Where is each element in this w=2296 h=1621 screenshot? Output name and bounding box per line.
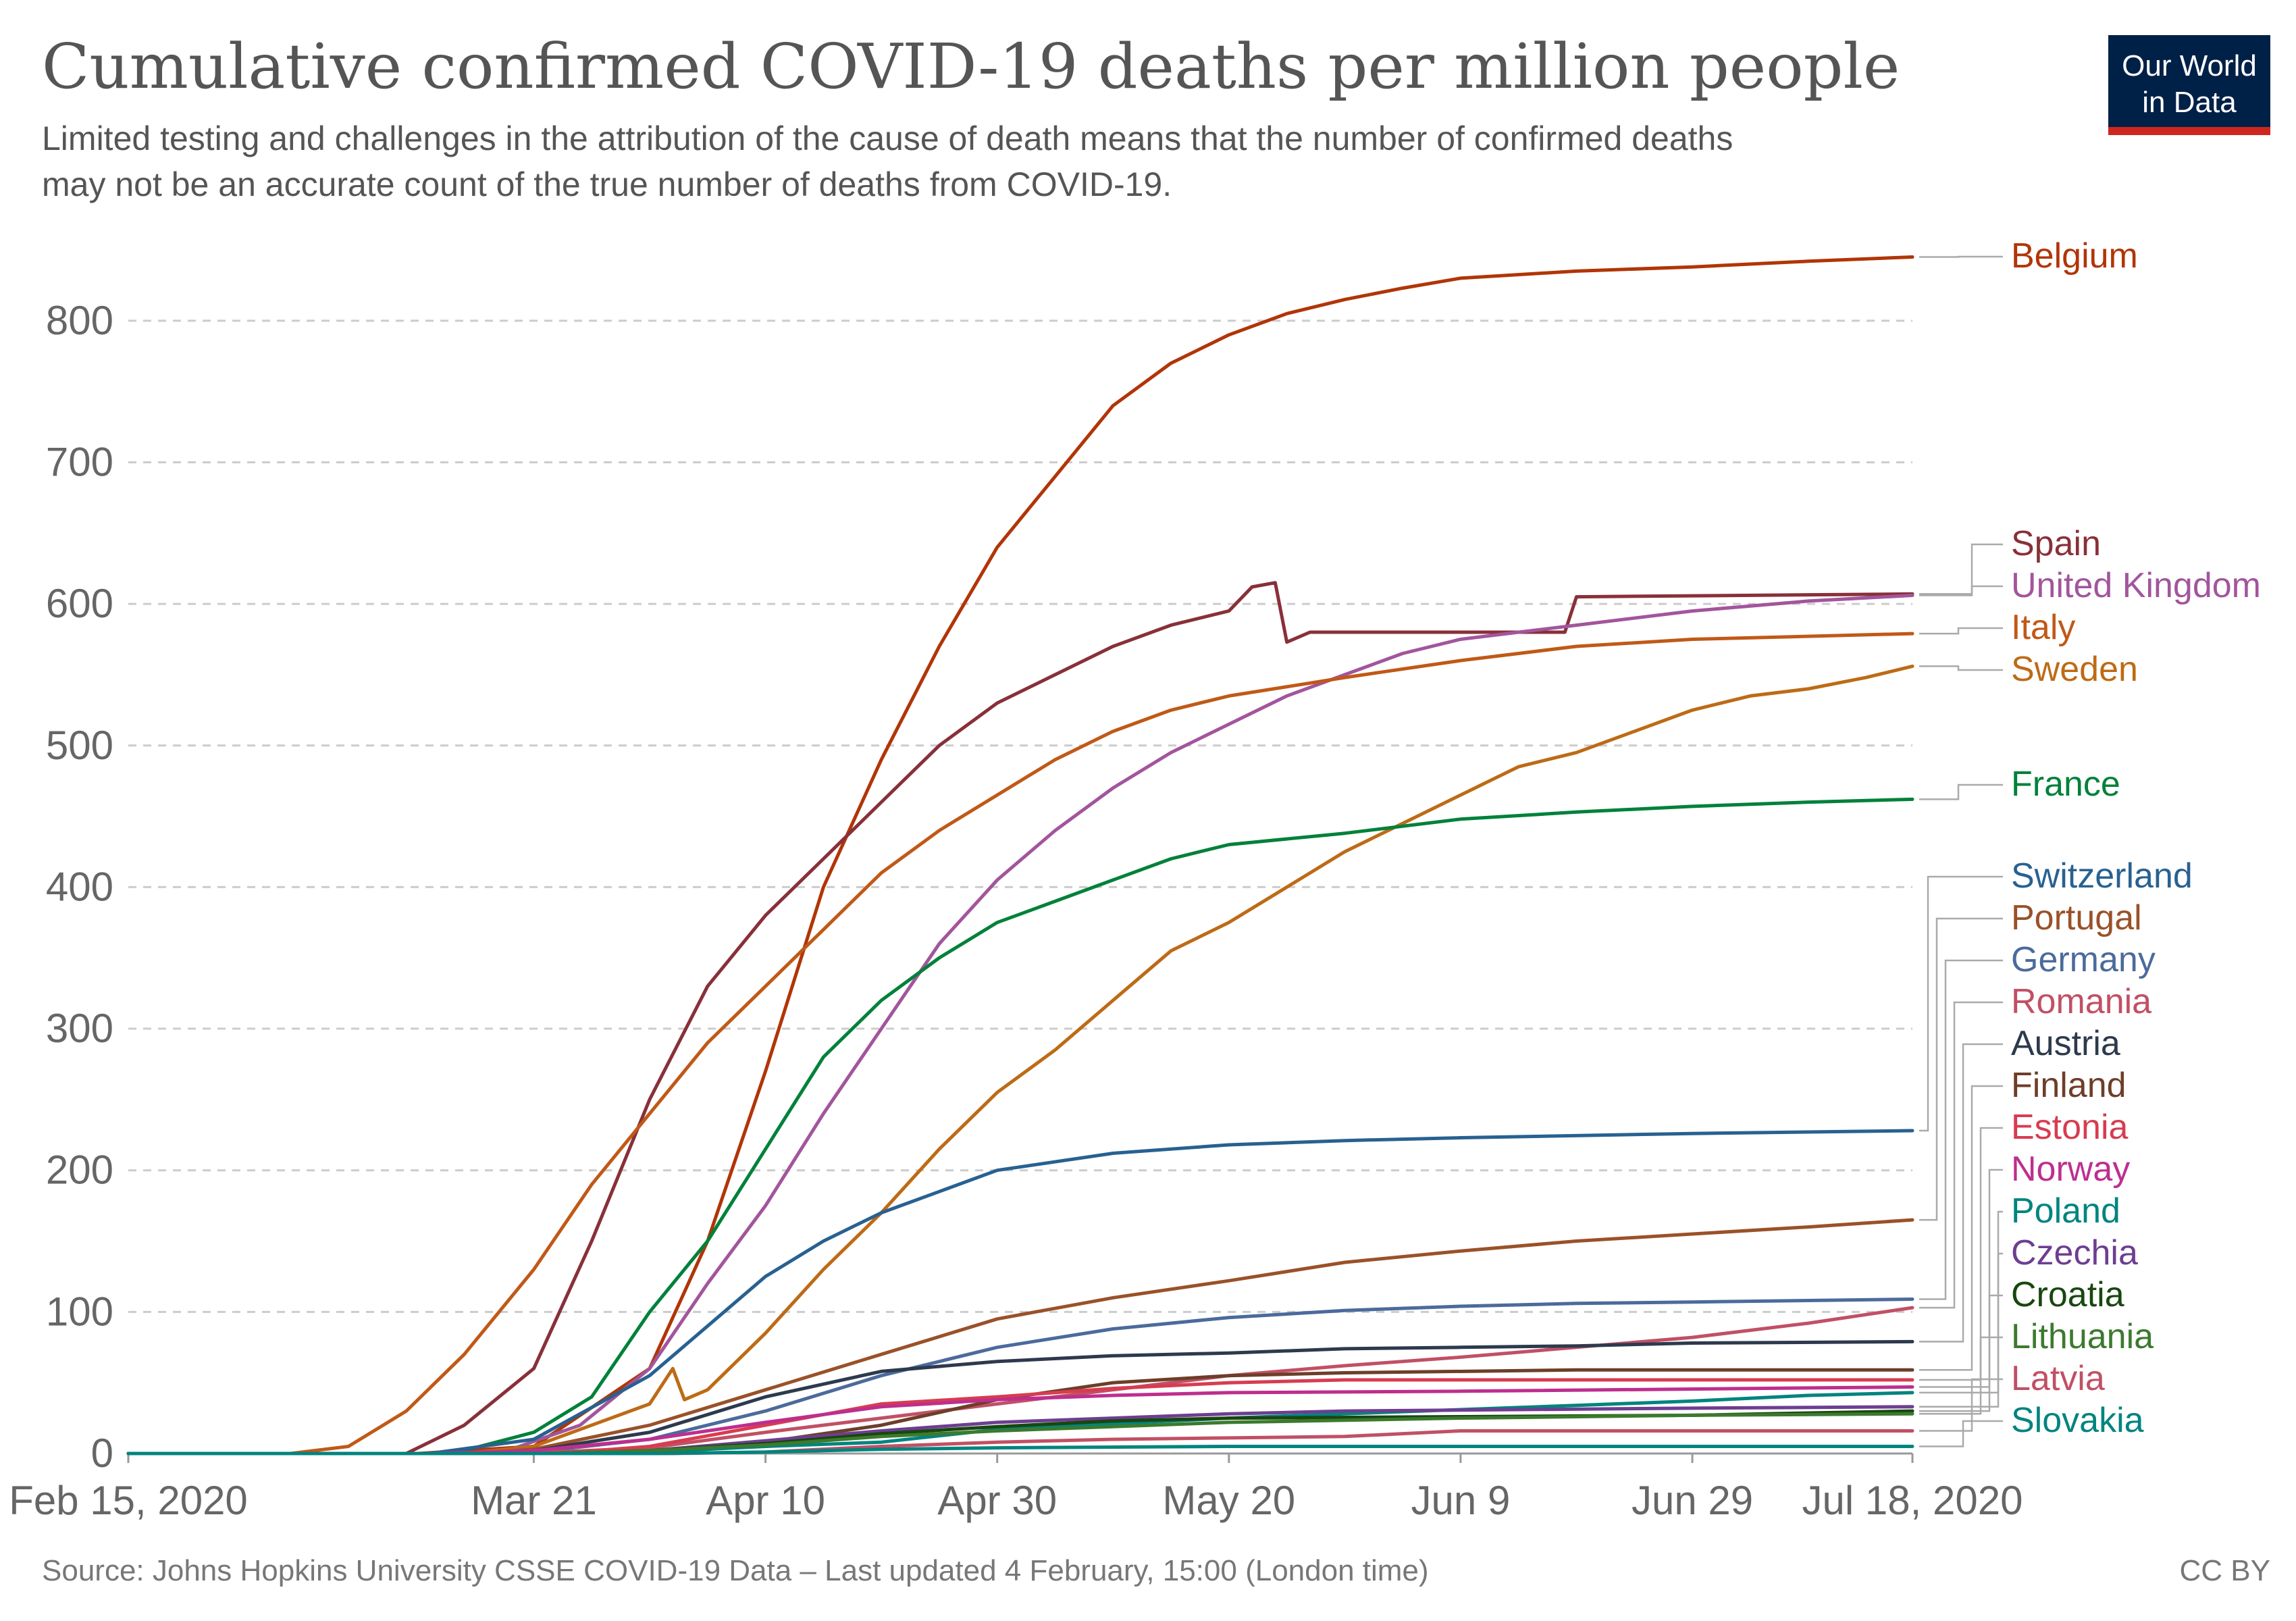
legend-label-romania: Romania <box>2011 982 2151 1021</box>
series-line-estonia <box>126 1378 1914 1456</box>
legend-connector <box>1919 1294 2003 1412</box>
legend-connector <box>1919 1420 2003 1447</box>
legend-label-spain: Spain <box>2011 524 2101 563</box>
logo-background <box>2108 35 2270 127</box>
x-tick-label: Mar 21 <box>471 1478 597 1523</box>
series-line-latvia <box>126 1429 1914 1456</box>
chart-subtitle-line2: may not be an accurate count of the true… <box>42 165 1172 203</box>
legend-label-czechia: Czechia <box>2011 1233 2138 1272</box>
legend-connector <box>1919 1336 2003 1415</box>
x-tick-label: Feb 15, 2020 <box>9 1478 248 1523</box>
legend-connector <box>1919 1127 2003 1381</box>
series-line-romania <box>126 1306 1914 1456</box>
legend-label-estonia: Estonia <box>2011 1108 2129 1147</box>
x-axis-ticks: Feb 15, 2020 Mar 21 Apr 10 Apr 30 May 20 Jun … <box>9 1453 2023 1523</box>
y-tick-label: 800 <box>46 298 113 343</box>
y-tick-label: 400 <box>46 864 113 909</box>
legend-connector <box>1919 1252 2003 1408</box>
legend-label-portugal: Portugal <box>2011 898 2142 937</box>
y-tick-label: 700 <box>46 439 113 484</box>
legend-connector <box>1919 1378 2003 1432</box>
legend-connector <box>1919 1168 2003 1388</box>
chart-subtitle-line1: Limited testing and challenges in the at… <box>42 120 1733 157</box>
logo-line1: Our World <box>2122 49 2257 82</box>
logo-accent-bar <box>2108 127 2270 135</box>
y-tick-label: 200 <box>46 1148 113 1193</box>
legend-label-slovakia: Slovakia <box>2011 1401 2144 1440</box>
x-tick-label: Apr 10 <box>706 1478 825 1523</box>
license-link[interactable]: CC BY <box>2180 1554 2270 1587</box>
legend-label-italy: Italy <box>2011 608 2075 647</box>
legend-connector <box>1919 585 2003 596</box>
legend-connector <box>1919 1043 2003 1343</box>
legend-connector <box>1919 917 2003 1221</box>
logo-line2: in Data <box>2142 86 2237 119</box>
y-axis-ticks: 0 100 200 300 400 500 600 700 800 <box>46 298 113 1476</box>
x-tick-label: Jun 29 <box>1632 1478 1753 1523</box>
legend-label-france: France <box>2011 765 2120 804</box>
owid-logo[interactable]: Our World in Data <box>2108 35 2270 135</box>
legend-connector <box>1919 1085 2003 1371</box>
x-tick-label: May 20 <box>1162 1478 1295 1523</box>
x-tick-label: Jul 18, 2020 <box>1802 1478 2023 1523</box>
legend-label-united-kingdom: United Kingdom <box>2011 566 2261 605</box>
y-tick-label: 300 <box>46 1006 113 1051</box>
legend-connector <box>1919 543 2003 595</box>
x-tick-label: Jun 9 <box>1411 1478 1511 1523</box>
legend-label-latvia: Latvia <box>2011 1359 2105 1398</box>
series-line-belgium <box>126 255 1914 1456</box>
legend-connector <box>1919 959 2003 1300</box>
legend-connector <box>1919 1001 2003 1309</box>
legend-label-switzerland: Switzerland <box>2011 856 2193 896</box>
series-line-norway <box>126 1385 1914 1456</box>
gridlines <box>128 319 1912 1455</box>
legend-label-belgium: Belgium <box>2011 236 2138 276</box>
legend-label-finland: Finland <box>2011 1066 2127 1105</box>
series-line-portugal <box>126 1218 1914 1456</box>
legend-label-croatia: Croatia <box>2011 1275 2124 1314</box>
series-line-slovakia <box>126 1445 1914 1456</box>
series-line-united-kingdom <box>126 594 1914 1456</box>
legend-connector <box>1919 665 2003 671</box>
legend-connector <box>1919 783 2003 800</box>
legend-label-poland: Poland <box>2011 1191 2120 1231</box>
legend-connector <box>1919 875 2003 1132</box>
y-tick-label: 0 <box>91 1431 113 1476</box>
y-tick-label: 100 <box>46 1289 113 1334</box>
series-line-switzerland <box>126 1129 1914 1456</box>
legend-label-germany: Germany <box>2011 940 2156 979</box>
legend-label-austria: Austria <box>2011 1024 2120 1063</box>
series-line-lithuania <box>126 1412 1914 1456</box>
source-note: Source: Johns Hopkins University CSSE CO… <box>42 1554 1429 1587</box>
legend-connector <box>1919 1210 2003 1394</box>
legend-label-lithuania: Lithuania <box>2011 1317 2154 1356</box>
legend-label-norway: Norway <box>2011 1150 2130 1189</box>
y-tick-label: 500 <box>46 723 113 768</box>
series-line-sweden <box>126 664 1914 1456</box>
legend-label-sweden: Sweden <box>2011 650 2138 689</box>
y-tick-label: 600 <box>46 581 113 626</box>
series-line-spain <box>126 581 1914 1456</box>
legend-connector <box>1919 627 2003 635</box>
series-lines <box>126 255 1914 1456</box>
x-tick-label: Apr 30 <box>937 1478 1057 1523</box>
series-line-france <box>126 797 1914 1456</box>
series-line-italy <box>126 632 1914 1456</box>
chart-title: Cumulative confirmed COVID-19 deaths per… <box>42 30 1900 103</box>
